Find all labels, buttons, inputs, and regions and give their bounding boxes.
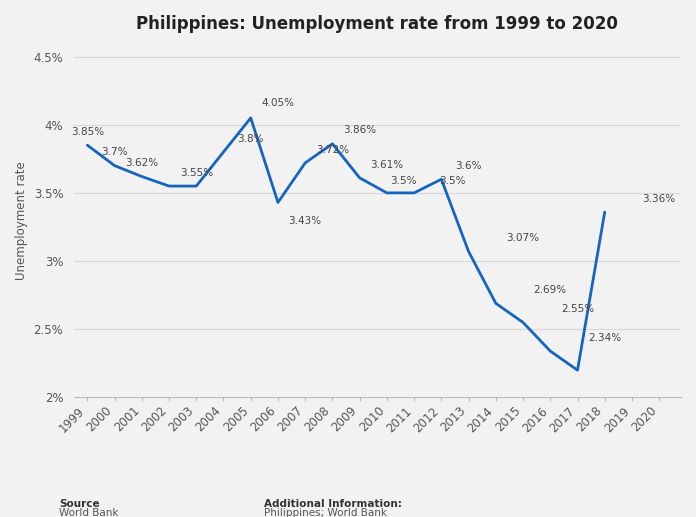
- Text: 3.43%: 3.43%: [289, 216, 322, 226]
- Text: 3.86%: 3.86%: [343, 126, 377, 135]
- Text: 3.7%: 3.7%: [102, 147, 128, 157]
- Text: Additional Information:: Additional Information:: [264, 499, 402, 509]
- Text: 3.8%: 3.8%: [237, 134, 264, 144]
- Text: 3.85%: 3.85%: [71, 127, 104, 137]
- Text: 3.5%: 3.5%: [439, 176, 466, 186]
- Text: World Bank
© Statista 2021: World Bank © Statista 2021: [59, 508, 143, 517]
- Text: 2.55%: 2.55%: [561, 304, 594, 314]
- Text: 3.07%: 3.07%: [507, 233, 539, 243]
- Text: 3.61%: 3.61%: [370, 160, 404, 170]
- Text: 2.34%: 2.34%: [588, 333, 622, 343]
- Title: Philippines: Unemployment rate from 1999 to 2020: Philippines: Unemployment rate from 1999…: [136, 15, 618, 33]
- Y-axis label: Unemployment rate: Unemployment rate: [15, 161, 28, 280]
- Text: Source: Source: [59, 499, 100, 509]
- Text: 3.6%: 3.6%: [455, 161, 482, 171]
- Text: 3.36%: 3.36%: [642, 194, 676, 204]
- Text: 2.69%: 2.69%: [534, 285, 567, 295]
- Text: 4.05%: 4.05%: [262, 98, 294, 108]
- Text: 3.62%: 3.62%: [125, 158, 159, 168]
- Text: 3.55%: 3.55%: [180, 168, 213, 178]
- Text: 3.5%: 3.5%: [390, 176, 416, 186]
- Text: 3.72%: 3.72%: [316, 145, 349, 155]
- Text: Philippines; World Bank: Philippines; World Bank: [264, 508, 388, 517]
